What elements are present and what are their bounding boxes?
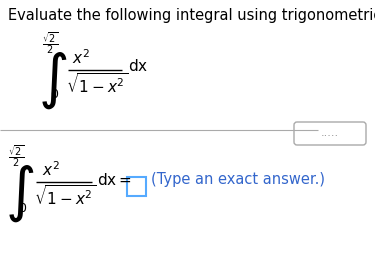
Text: $\sqrt{1-x^2}$: $\sqrt{1-x^2}$ [66, 72, 128, 96]
Text: $\mathrm{dx} =$: $\mathrm{dx} =$ [97, 172, 132, 188]
Text: $\int$: $\int$ [5, 163, 34, 224]
Text: $\frac{\sqrt{2}}{2}$: $\frac{\sqrt{2}}{2}$ [8, 143, 24, 169]
Text: $\int$: $\int$ [38, 50, 68, 111]
Text: $0$: $0$ [50, 88, 59, 101]
FancyBboxPatch shape [294, 122, 366, 145]
Text: (Type an exact answer.): (Type an exact answer.) [151, 172, 325, 187]
Text: $x^2$: $x^2$ [72, 48, 90, 67]
Text: $0$: $0$ [18, 202, 27, 215]
Text: $\sqrt{1-x^2}$: $\sqrt{1-x^2}$ [34, 184, 96, 208]
Text: $\frac{\sqrt{2}}{2}$: $\frac{\sqrt{2}}{2}$ [42, 30, 58, 56]
Text: .....: ..... [321, 128, 339, 138]
Text: $\mathrm{dx}$: $\mathrm{dx}$ [128, 58, 148, 74]
Text: Evaluate the following integral using trigonometric substitution.: Evaluate the following integral using tr… [8, 8, 375, 23]
Text: $x^2$: $x^2$ [42, 160, 60, 179]
FancyBboxPatch shape [126, 177, 146, 196]
